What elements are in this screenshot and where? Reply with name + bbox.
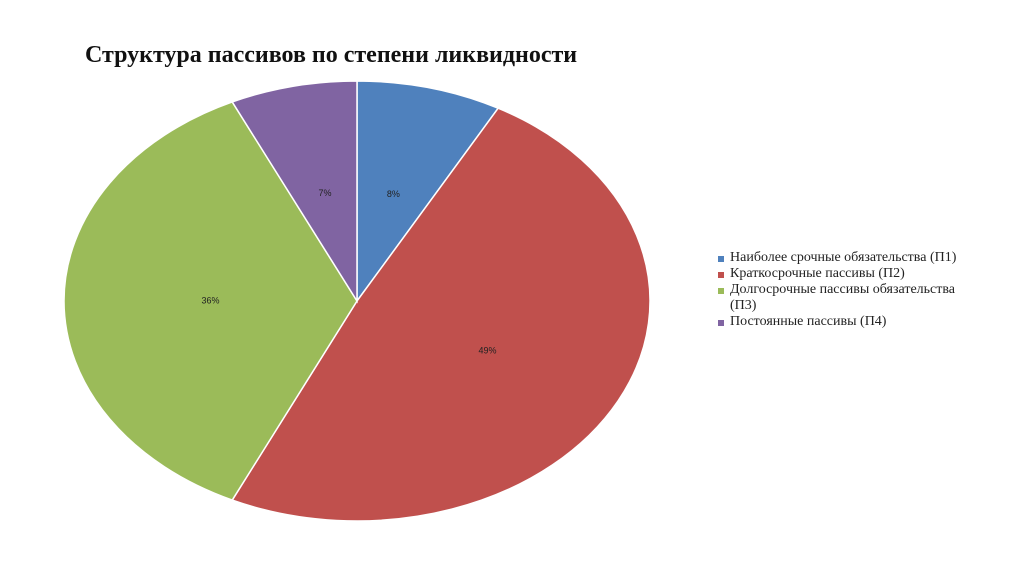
legend-label: Краткосрочные пассивы (П2) [730, 266, 905, 281]
data-label: 7% [319, 188, 332, 198]
pie-slice [63, 101, 358, 501]
pie-slice [231, 107, 651, 522]
legend-item: Долгосрочные пассивы обязательства (П3) [718, 282, 968, 314]
legend-item: Наиболее срочные обязательства (П1) [718, 250, 968, 266]
legend-item: Постоянные пассивы (П4) [718, 314, 968, 330]
legend-swatch [718, 256, 724, 262]
pie-slice [231, 80, 358, 304]
legend-item: Краткосрочные пассивы (П2) [718, 266, 968, 282]
legend: Наиболее срочные обязательства (П1) Кратк… [718, 250, 968, 330]
chart-title: Структура пассивов по степени ликвидност… [85, 42, 577, 68]
legend-swatch [718, 288, 724, 294]
data-label: 36% [201, 295, 219, 305]
legend-label: Постоянные пассивы (П4) [730, 314, 887, 329]
data-label: 8% [387, 189, 400, 199]
legend-swatch [718, 320, 724, 326]
pie-slice [356, 80, 500, 304]
legend-label: Долгосрочные пассивы обязательства (П3) [730, 282, 956, 313]
legend-swatch [718, 272, 724, 278]
legend-label: Наиболее срочные обязательства (П1) [730, 250, 957, 265]
data-label: 49% [479, 345, 497, 355]
